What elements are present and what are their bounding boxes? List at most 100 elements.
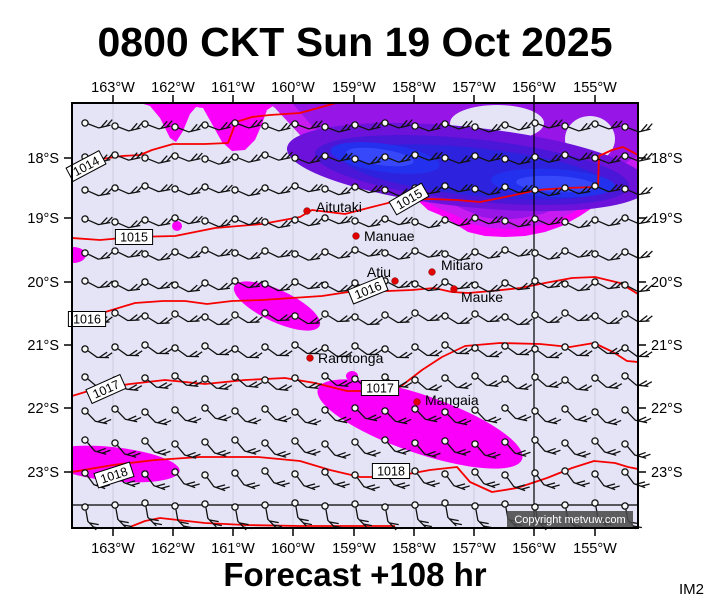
wind-barb-station <box>561 122 569 130</box>
isobar-label-text: 1015 <box>120 231 148 245</box>
wind-barb-feather <box>315 252 323 260</box>
wind-barb-feather <box>225 282 233 290</box>
wind-barb-feather <box>584 350 593 357</box>
wind-barb-feather <box>465 183 473 191</box>
wind-barb <box>621 440 651 459</box>
wind-barb <box>261 280 293 292</box>
wind-barb-station <box>231 186 239 194</box>
wind-barb-feather <box>553 382 563 388</box>
wind-barb <box>81 407 112 425</box>
wind-barb-feather <box>284 314 293 321</box>
wind-barb-station <box>231 153 239 161</box>
wind-barb-station <box>291 374 299 382</box>
wind-barb-station <box>591 250 599 258</box>
wind-barb <box>291 470 320 491</box>
wind-barb-feather <box>525 121 533 129</box>
wind-barb-feather <box>372 415 382 421</box>
wind-barb <box>501 217 533 228</box>
wind-barb-feather <box>337 451 346 457</box>
wind-barb-feather <box>194 351 203 358</box>
wind-barb-station <box>321 406 329 414</box>
wind-barb-feather <box>310 155 318 163</box>
precip-area <box>172 221 182 231</box>
isobar-label-box <box>93 461 135 489</box>
wind-barb-station <box>81 407 89 415</box>
longitude-label: 160°W <box>271 541 315 557</box>
wind-barb-feather <box>342 417 352 423</box>
wind-barb-feather <box>101 449 111 454</box>
wind-barb-feather <box>100 119 108 128</box>
wind-barb-station <box>231 436 239 444</box>
wind-barb-feather <box>219 348 228 355</box>
wind-barb-feather <box>461 450 471 455</box>
longitude-label: 163°W <box>91 80 135 96</box>
wind-barb <box>531 249 563 260</box>
wind-barb-station <box>501 313 509 321</box>
wind-barb-station <box>591 182 599 190</box>
wind-barb-station <box>111 405 119 413</box>
wind-barb-station <box>171 468 179 476</box>
place-label: Mitiaro <box>441 257 483 273</box>
wind-barb <box>141 408 172 426</box>
wind-barb-feather <box>345 152 353 161</box>
wind-barb <box>321 468 350 489</box>
wind-barb-feather <box>550 119 558 128</box>
wind-barb-feather <box>389 522 399 526</box>
wind-barb-station <box>411 309 419 317</box>
wind-barb-station <box>531 311 539 319</box>
wind-barb-station <box>561 184 569 192</box>
wind-barb-feather <box>427 415 437 421</box>
wind-barb-feather <box>280 186 288 194</box>
wind-barb-feather <box>464 348 473 355</box>
wind-barb-feather <box>273 524 283 528</box>
wind-barb-feather <box>435 185 443 193</box>
wind-barb-feather <box>282 416 292 422</box>
wind-barb <box>231 311 263 324</box>
wind-barb-station <box>141 437 149 445</box>
wind-barb <box>201 155 233 165</box>
wind-barb-feather <box>375 121 383 129</box>
wind-barb <box>201 183 233 194</box>
wind-barb-feather <box>430 186 438 194</box>
wind-barb-feather <box>209 519 219 523</box>
wind-barb-feather <box>149 518 159 522</box>
wind-barb-feather <box>400 251 408 259</box>
wind-barb <box>411 309 443 322</box>
wind-barb-feather <box>487 416 497 422</box>
wind-barb-feather <box>160 184 168 192</box>
wind-barb <box>201 438 231 457</box>
wind-barb-feather <box>187 416 197 422</box>
wind-barb-station <box>171 310 179 318</box>
wind-barb-feather <box>179 521 189 525</box>
wind-barb-station <box>381 503 389 511</box>
wind-barb <box>351 155 383 165</box>
wind-barb <box>141 312 173 325</box>
wind-barb <box>111 184 143 195</box>
wind-barb <box>261 501 283 529</box>
longitude-label: 161°W <box>211 80 255 96</box>
wind-barb-feather <box>645 123 653 131</box>
copyright-box <box>507 511 633 527</box>
wind-barb-station <box>261 439 269 447</box>
wind-barb-station <box>621 152 629 160</box>
wind-barb-feather <box>123 524 133 528</box>
wind-barb-feather <box>224 318 233 325</box>
wind-barb-feather <box>642 417 652 423</box>
wind-barb-feather <box>490 153 498 161</box>
wind-barb-feather <box>160 155 168 163</box>
wind-barb-feather <box>579 314 588 321</box>
wind-barb-feather <box>345 215 353 223</box>
wind-barb <box>531 345 563 359</box>
wind-barb <box>111 280 143 292</box>
wind-barb <box>141 216 173 227</box>
wind-barb <box>231 373 263 388</box>
wind-barb-feather <box>102 418 112 424</box>
wind-barb <box>321 406 352 424</box>
wind-barb-station <box>561 309 569 317</box>
wind-barb-feather <box>495 284 503 292</box>
wind-barb-station <box>471 468 479 476</box>
wind-barb-feather <box>100 280 108 288</box>
longitude-label: 157°W <box>452 80 496 96</box>
wind-barb-feather <box>520 486 530 491</box>
